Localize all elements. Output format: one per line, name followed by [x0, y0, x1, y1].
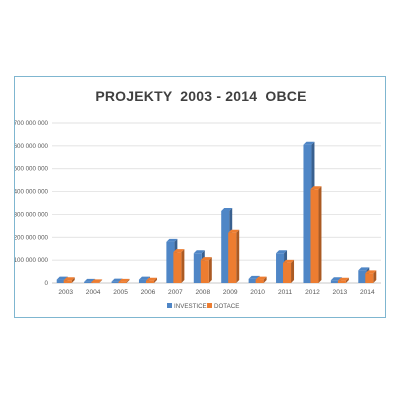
bar-top-dotace — [173, 249, 185, 253]
x-tick-label: 2008 — [195, 289, 210, 296]
bar-top-dotace — [255, 276, 267, 280]
y-tick-label: 100 000 000 — [15, 257, 49, 264]
legend-swatch-investice — [167, 303, 172, 308]
bar-side-dotace — [126, 278, 130, 283]
bar-top-dotace — [118, 278, 130, 282]
bar-dotace — [91, 282, 100, 283]
bar-side-dotace — [153, 277, 157, 283]
bar-side-dotace — [208, 257, 212, 283]
y-tick-label: 200 000 000 — [15, 234, 49, 241]
legend-label-dotace: DOTACE — [214, 303, 239, 310]
y-tick-label: 400 000 000 — [15, 189, 49, 196]
bar-side-dotace — [291, 259, 295, 283]
x-tick-label: 2012 — [305, 289, 320, 296]
bar-top-dotace — [365, 270, 377, 274]
chart-title: PROJEKTY 2003 - 2014 OBCE — [95, 88, 307, 104]
y-tick-label: 600 000 000 — [15, 143, 49, 150]
bar-top-dotace — [91, 279, 103, 283]
chart-frame: PROJEKTY 2003 - 2014 OBCE 0 100 000 000 20… — [14, 76, 386, 318]
bar-dotace — [200, 260, 209, 283]
bar-top-dotace — [228, 229, 240, 233]
x-tick-label: 2004 — [86, 289, 101, 296]
bar-investice — [248, 278, 257, 283]
bar-investice — [303, 144, 312, 283]
bar-side-dotace — [263, 276, 267, 283]
bar-top-investice — [166, 238, 178, 242]
bar-chart: 0 100 000 000 200 000 000 300 000 000 400 00… — [15, 120, 381, 310]
x-tick-label: 2005 — [113, 289, 128, 296]
y-tick-label: 300 000 000 — [15, 211, 49, 218]
bar-top-investice — [56, 276, 68, 280]
bar-side-dotace — [181, 249, 185, 283]
bar-dotace — [118, 281, 127, 283]
bar-top-investice — [276, 250, 288, 254]
bar-top-dotace — [310, 186, 322, 190]
legend-swatch-dotace — [207, 303, 212, 308]
y-tick-label: 500 000 000 — [15, 166, 49, 173]
bar-investice — [56, 279, 65, 283]
bar-top-investice — [248, 275, 260, 279]
bar-top-dotace — [200, 257, 212, 261]
bar-top-dotace — [283, 259, 295, 263]
bar-dotace — [63, 280, 72, 283]
bar-side-dotace — [373, 270, 377, 283]
x-tick-label: 2006 — [141, 289, 156, 296]
bar-investice — [84, 281, 93, 283]
bar-dotace — [337, 280, 346, 283]
bar-investice — [330, 280, 339, 283]
x-tick-label: 2013 — [333, 289, 348, 296]
bar-dotace — [283, 262, 292, 283]
bar-dotace — [173, 252, 182, 283]
bar-side-dotace — [71, 277, 75, 283]
x-tick-label: 2007 — [168, 289, 183, 296]
bar-side-dotace — [236, 229, 240, 283]
bar-dotace — [228, 232, 237, 283]
bar-dotace — [310, 189, 319, 283]
y-tick-label: 0 — [45, 280, 49, 287]
bar-side-dotace — [99, 279, 103, 283]
bar-investice — [166, 241, 175, 283]
x-tick-label: 2009 — [223, 289, 238, 296]
legend-label-investice: INVESTICE — [174, 303, 207, 310]
bar-side-dotace — [318, 186, 322, 283]
bar-dotace — [255, 279, 264, 283]
bar-top-dotace — [63, 277, 75, 281]
bar-top-investice — [193, 250, 205, 254]
x-tick-label: 2003 — [58, 289, 73, 296]
bar-investice — [276, 253, 285, 283]
bar-investice — [111, 281, 120, 283]
bar-investice — [193, 253, 202, 283]
bar-top-investice — [221, 208, 233, 211]
x-tick-label: 2011 — [278, 289, 293, 296]
bar-top-dotace — [145, 277, 157, 281]
y-tick-label: 700 000 000 — [15, 120, 49, 127]
bar-top-investice — [303, 141, 315, 145]
bar-side-dotace — [345, 277, 349, 283]
bar-top-investice — [138, 276, 150, 280]
bar-investice — [358, 270, 367, 283]
bar-dotace — [365, 273, 374, 283]
bar-top-investice — [358, 267, 370, 271]
bar-investice — [138, 279, 147, 283]
x-tick-label: 2014 — [360, 289, 375, 296]
bar-investice — [221, 211, 230, 283]
bar-top-dotace — [337, 277, 349, 281]
bar-dotace — [145, 280, 154, 283]
x-tick-label: 2010 — [250, 289, 265, 296]
